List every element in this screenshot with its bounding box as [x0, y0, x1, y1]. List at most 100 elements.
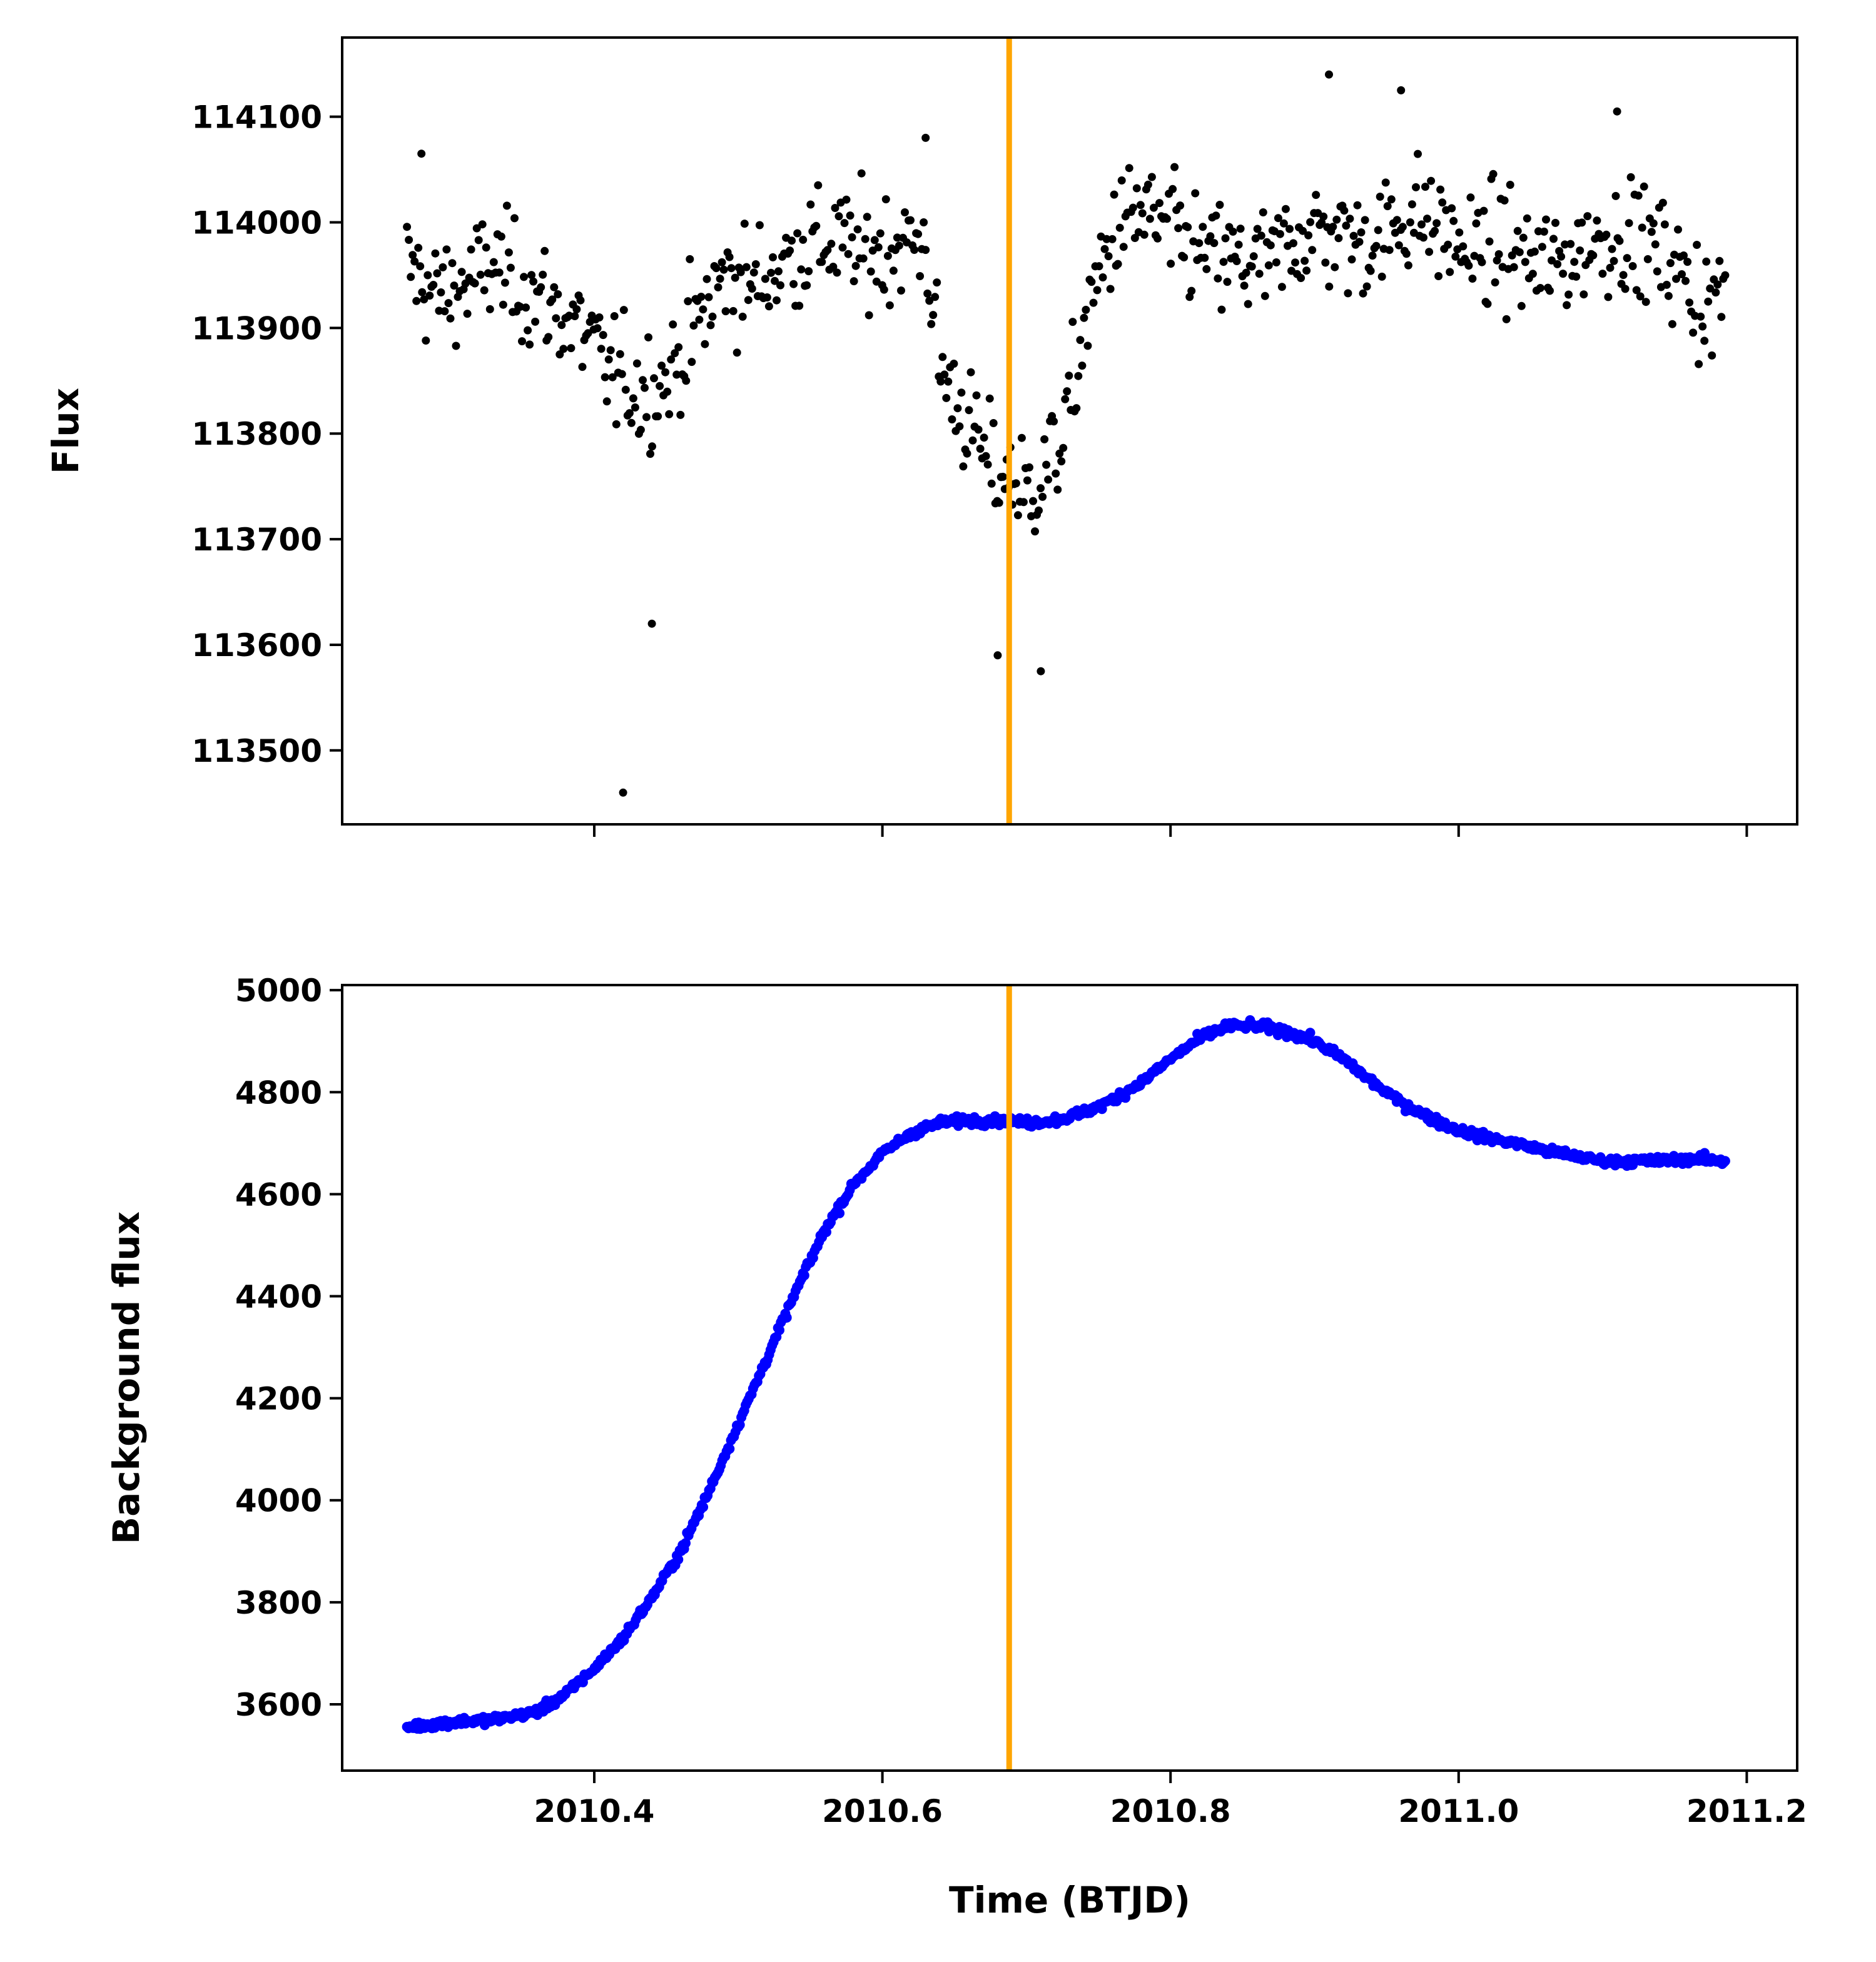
flux-point	[480, 286, 489, 295]
flux-point	[744, 296, 753, 305]
y-tick-label: 4600	[235, 1176, 322, 1213]
flux-point	[938, 353, 947, 362]
flux-point	[1402, 250, 1411, 258]
flux-point	[695, 315, 704, 324]
background-points	[402, 1015, 1730, 1734]
flux-point	[1272, 258, 1280, 266]
flux-point	[499, 300, 507, 309]
flux-point	[1628, 262, 1637, 270]
flux-point	[725, 253, 734, 261]
background-y-axis-label: Background flux	[105, 1211, 148, 1544]
flux-point	[674, 343, 683, 351]
flux-point	[1425, 248, 1434, 256]
flux-point	[1184, 223, 1192, 231]
flux-point	[1444, 240, 1453, 249]
flux-point	[1427, 176, 1436, 185]
flux-point	[840, 219, 849, 228]
flux-point	[597, 345, 606, 353]
flux-point	[606, 346, 615, 355]
flux-point	[1451, 252, 1460, 261]
flux-point	[1340, 206, 1349, 215]
flux-point	[1472, 219, 1481, 228]
flux-point	[1176, 201, 1185, 210]
flux-point	[576, 296, 585, 305]
flux-point	[1459, 242, 1468, 251]
flux-points	[403, 70, 1730, 797]
flux-point	[1696, 312, 1705, 321]
flux-point	[1042, 460, 1051, 469]
flux-point	[736, 268, 745, 276]
flux-point	[1468, 275, 1477, 283]
flux-point	[444, 299, 453, 308]
flux-point	[1662, 280, 1671, 289]
flux-point	[1100, 245, 1109, 253]
flux-point	[812, 221, 821, 230]
flux-point	[1098, 273, 1107, 281]
flux-point	[1180, 253, 1189, 261]
flux-point	[914, 230, 923, 238]
flux-point	[570, 312, 579, 320]
y-tick-label: 113800	[191, 416, 322, 452]
flux-point	[1108, 235, 1117, 243]
flux-point	[1174, 224, 1183, 233]
flux-point	[874, 243, 883, 251]
flux-point	[729, 306, 738, 315]
flux-point	[721, 307, 730, 316]
flux-point	[1013, 511, 1022, 520]
flux-point	[1163, 215, 1171, 223]
flux-point	[418, 288, 427, 296]
flux-point	[608, 373, 617, 382]
flux-point	[950, 360, 958, 368]
flux-point	[803, 281, 811, 290]
flux-point	[921, 246, 930, 255]
flux-point	[1485, 237, 1494, 246]
flux-point	[1613, 107, 1621, 116]
flux-point	[1634, 191, 1643, 200]
flux-point	[537, 283, 545, 291]
flux-point	[1214, 274, 1222, 283]
flux-point	[629, 394, 637, 403]
flux-point	[1128, 203, 1137, 212]
flux-point	[1078, 362, 1087, 370]
flux-point	[604, 355, 613, 364]
flux-point	[1553, 260, 1562, 268]
flux-point	[1383, 202, 1392, 211]
flux-point	[1513, 226, 1522, 235]
flux-point	[1325, 282, 1334, 291]
flux-point	[857, 169, 866, 178]
flux-point	[933, 278, 941, 287]
flux-point	[1219, 258, 1228, 266]
flux-point	[1566, 240, 1575, 248]
flux-point	[1285, 225, 1294, 233]
flux-point	[1279, 219, 1288, 228]
flux-point	[1436, 185, 1445, 194]
flux-point	[699, 305, 707, 314]
flux-point	[966, 368, 975, 377]
flux-point	[657, 362, 666, 370]
flux-point	[870, 236, 879, 245]
flux-point	[1366, 266, 1375, 275]
flux-point	[1583, 212, 1592, 221]
flux-point	[965, 406, 973, 415]
flux-point	[572, 305, 581, 313]
flux-point	[647, 619, 656, 628]
flux-point	[1589, 251, 1598, 260]
flux-point	[866, 267, 875, 276]
flux-point	[619, 788, 627, 797]
flux-point	[1615, 236, 1624, 245]
flux-point	[1353, 201, 1362, 210]
flux-point	[906, 216, 915, 225]
flux-point	[1281, 205, 1290, 213]
flux-point	[1155, 199, 1164, 208]
flux-point	[1202, 265, 1211, 273]
flux-point	[1132, 184, 1141, 193]
flux-point	[610, 312, 619, 320]
flux-point	[689, 321, 698, 330]
flux-point	[963, 449, 971, 458]
flux-point	[1626, 173, 1635, 181]
flux-point	[989, 419, 998, 427]
flux-point	[1681, 276, 1690, 285]
flux-point	[742, 263, 751, 271]
flux-point	[1301, 256, 1309, 265]
flux-point	[602, 397, 611, 406]
